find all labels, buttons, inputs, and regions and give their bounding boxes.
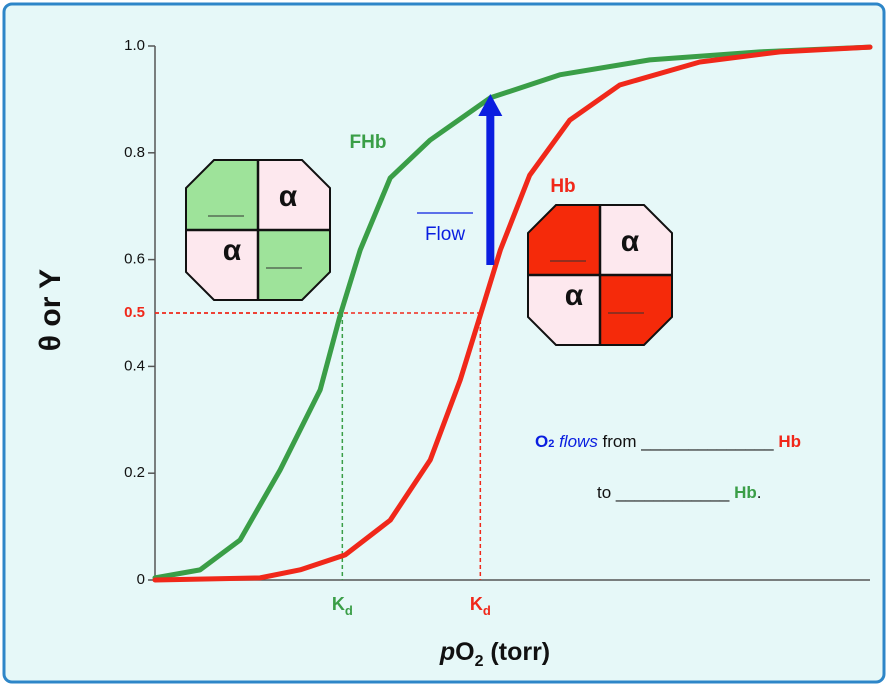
question-part: from ______________	[598, 432, 779, 451]
highlight-tick-label: 0.5	[124, 304, 145, 321]
subunit-label: α	[621, 225, 640, 258]
y-axis-title: θ or Y	[34, 269, 67, 351]
x-title-part: O	[455, 638, 474, 666]
kd-sub: d	[345, 603, 353, 618]
subunit-label: α	[565, 279, 584, 312]
question-part: Hb	[778, 432, 801, 451]
series-label: Hb	[550, 176, 575, 197]
subunit-label: α	[223, 234, 242, 267]
question-part: O	[535, 432, 548, 451]
x-axis-title: pO2 (torr)	[439, 638, 550, 670]
y-tick-label: 0.2	[124, 464, 145, 481]
subunit-label: α	[279, 180, 298, 213]
y-tick-label: 0.6	[124, 251, 145, 268]
x-title-part: 2	[475, 653, 484, 670]
y-tick-label: 0	[137, 571, 145, 588]
y-tick-label: 0.8	[124, 144, 145, 161]
question-part: Hb	[734, 483, 757, 502]
y-tick-label: 1.0	[124, 37, 145, 54]
question-part: to ____________	[597, 483, 734, 502]
x-title-part: (torr)	[483, 638, 550, 666]
question-part: flows	[554, 432, 598, 451]
question-text: O2 flows from ______________ Hb	[535, 432, 801, 451]
chart: θ or Y pO2 (torr) 00.20.40.60.81.00.5ααα…	[0, 0, 888, 686]
kd-sub: d	[483, 603, 491, 618]
kd-main: K	[470, 594, 483, 614]
question-text: to ____________ Hb.	[597, 483, 762, 502]
kd-main: K	[332, 594, 345, 614]
x-title-part: p	[439, 638, 455, 666]
question-part: .	[757, 483, 762, 502]
flow-label: Flow	[425, 224, 465, 245]
y-tick-label: 0.4	[124, 357, 145, 374]
series-label: FHb	[350, 132, 387, 153]
